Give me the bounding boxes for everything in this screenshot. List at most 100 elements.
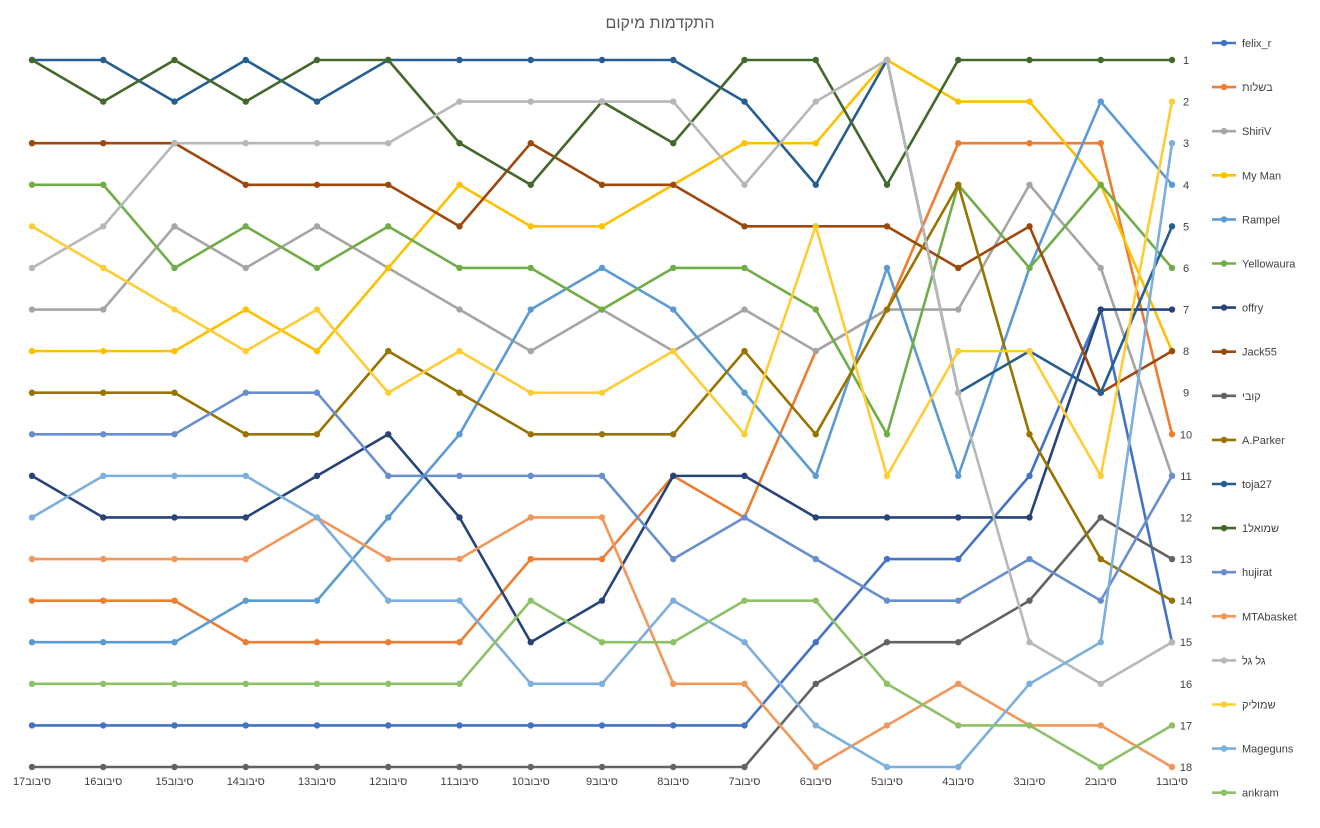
legend-swatch-marker: [1220, 701, 1228, 708]
data-point: [242, 555, 249, 563]
series-5: [28, 181, 1176, 438]
data-point: [741, 514, 748, 521]
legend-item: hujirat: [1212, 567, 1272, 579]
data-point: [670, 597, 677, 604]
data-point: [1168, 98, 1176, 105]
data-point: [100, 98, 107, 105]
data-point: [171, 139, 178, 147]
data-point: [670, 56, 677, 64]
data-point: [883, 306, 891, 313]
x-tick-label: סיבוב1: [1156, 776, 1188, 788]
legend-label: קובי: [1242, 391, 1261, 403]
data-point: [955, 763, 962, 771]
data-point: [1026, 181, 1033, 188]
data-point: [456, 680, 463, 688]
data-point: [456, 56, 463, 64]
data-point: [28, 722, 36, 729]
legend-swatch-marker: [1220, 569, 1228, 576]
data-point: [242, 722, 249, 729]
y-tick-label: 8: [1183, 346, 1189, 358]
data-point: [741, 431, 748, 438]
data-point: [955, 306, 962, 313]
data-point: [313, 264, 321, 272]
data-point: [527, 56, 534, 64]
data-point: [527, 223, 534, 230]
data-point: [100, 306, 107, 313]
data-point: [385, 555, 392, 563]
legend-label: גל גל: [1242, 654, 1266, 667]
legend-item: Jack55: [1212, 347, 1277, 359]
data-point: [1097, 555, 1104, 563]
data-point: [955, 139, 962, 147]
legend-item: MTAbasket: [1212, 611, 1297, 623]
data-point: [527, 431, 534, 438]
data-point: [313, 98, 321, 105]
legend-item: toja27: [1212, 479, 1272, 491]
legend-label: MTAbasket: [1242, 611, 1297, 623]
data-point: [456, 722, 463, 729]
x-tick-label: סיבוב5: [871, 776, 903, 788]
data-point: [100, 56, 107, 64]
data-point: [100, 555, 107, 563]
data-point: [598, 763, 606, 771]
data-point: [883, 763, 891, 771]
data-point: [812, 722, 819, 729]
legend-swatch-marker: [1220, 524, 1228, 532]
data-point: [883, 722, 891, 729]
data-point: [812, 347, 819, 355]
data-point: [741, 763, 748, 771]
data-point: [28, 472, 36, 480]
data-point: [812, 472, 819, 480]
data-point: [741, 56, 748, 64]
data-point: [812, 763, 819, 771]
data-point: [385, 639, 392, 646]
y-tick-label: 4: [1183, 180, 1189, 192]
data-point: [385, 264, 392, 272]
legend-swatch-marker: [1220, 613, 1228, 620]
legend-item: ShiriV: [1212, 126, 1272, 138]
data-point: [1168, 597, 1176, 604]
data-point: [313, 722, 321, 729]
x-tick-label: סיבוב14: [227, 776, 265, 788]
data-point: [313, 431, 321, 438]
data-point: [100, 722, 107, 729]
data-point: [456, 763, 463, 771]
data-point: [385, 763, 392, 771]
data-point: [670, 181, 677, 188]
data-point: [171, 680, 178, 688]
data-point: [955, 264, 962, 272]
data-point: [456, 306, 463, 313]
data-point: [883, 56, 891, 64]
data-point: [171, 389, 178, 396]
data-point: [242, 389, 249, 396]
data-point: [1097, 722, 1104, 729]
data-point: [171, 639, 178, 646]
data-point: [313, 680, 321, 688]
data-point: [955, 56, 962, 64]
data-point: [883, 264, 891, 272]
data-point: [1097, 98, 1104, 105]
legend-item: שמוליק: [1212, 699, 1276, 712]
data-point: [598, 306, 606, 313]
data-point: [883, 431, 891, 438]
data-point: [28, 639, 36, 646]
data-point: [883, 639, 891, 646]
data-point: [28, 306, 36, 313]
series-layer: [28, 56, 1176, 771]
data-point: [812, 306, 819, 313]
x-tick-label: סיבוב11: [440, 776, 478, 788]
series-15: [28, 98, 1176, 480]
series-13: [28, 514, 1176, 771]
data-point: [100, 181, 107, 188]
data-point: [955, 514, 962, 521]
data-point: [28, 223, 36, 230]
legend-item: offry: [1212, 303, 1264, 315]
legend-label: בשלות: [1242, 81, 1273, 94]
series-6: [28, 306, 1176, 646]
data-point: [100, 514, 107, 521]
legend-swatch-marker: [1220, 657, 1228, 664]
data-point: [1026, 514, 1033, 521]
data-point: [1026, 431, 1033, 438]
